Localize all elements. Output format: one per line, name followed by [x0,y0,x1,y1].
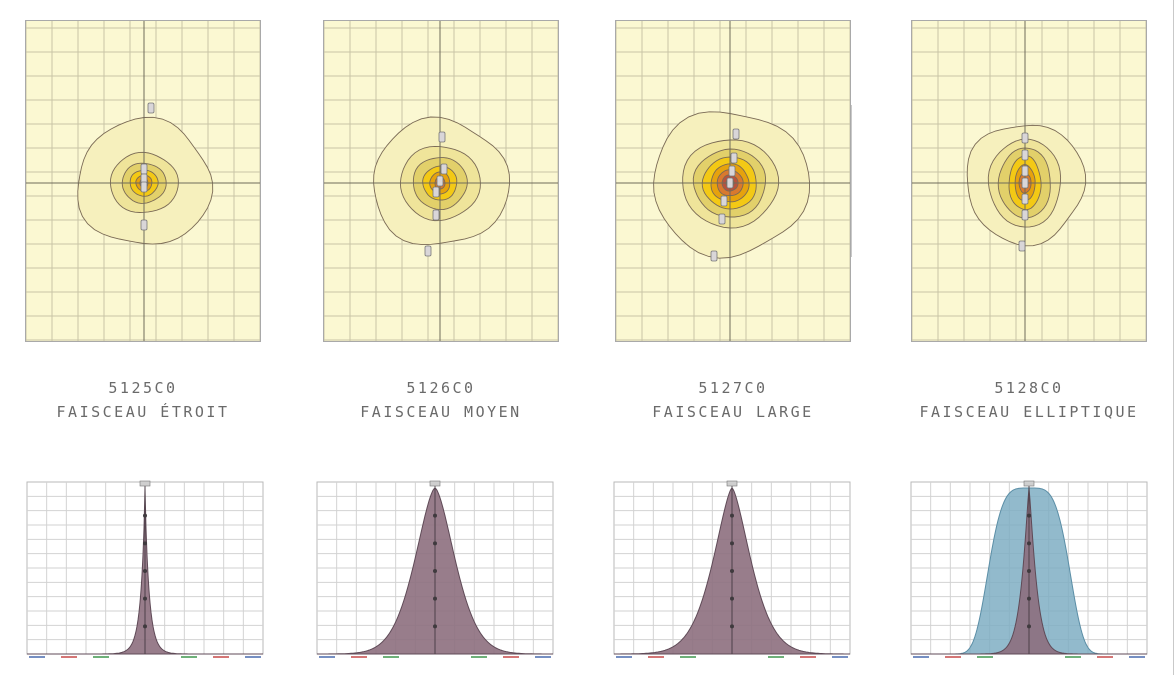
axis-tick-dot [143,569,147,573]
contour-label-marker [726,177,734,189]
isolux-diagram-narrow [25,20,261,342]
product-name: FAISCEAU ÉTROIT [56,403,230,421]
axis-tick-dot [143,596,147,601]
axis-tick-dot [433,513,437,518]
intensity-curve-elliptical [902,478,1156,668]
product-code: 5128C0 [994,379,1064,397]
axis-tick-dot [1027,596,1031,601]
intensity-svg [316,480,554,658]
axis-tick-dot [433,541,437,546]
axis-tick-dot [730,513,734,518]
axis-tick-dot [143,513,147,518]
isolux-svg [616,21,850,341]
product-code: 5127C0 [698,379,768,397]
contour-label-marker [140,181,148,193]
contour-label-marker [732,128,740,140]
contour-label-marker [710,250,718,262]
contour-label-marker [1021,177,1029,189]
product-caption-medium: 5126C0 FAISCEAU MOYEN [323,376,559,424]
contour-label-marker [147,102,155,114]
contour-label-marker [1021,165,1029,177]
divider-line [851,105,852,257]
contour-label-marker [140,163,148,175]
contour-label-marker [1021,193,1029,205]
axis-tick-dot [730,596,734,601]
contour-label-marker [438,131,446,143]
isolux-diagram-medium [323,20,559,342]
contour-label-marker [440,163,448,175]
contour-label-marker [1021,132,1029,144]
axis-tick-dot [433,569,437,573]
isolux-svg [26,21,260,341]
product-name: FAISCEAU LARGE [652,403,814,421]
product-caption-wide: 5127C0 FAISCEAU LARGE [615,376,851,424]
product-name: FAISCEAU MOYEN [360,403,522,421]
contour-label-marker [718,213,726,225]
contour-label-marker [720,195,728,207]
axis-tick-dot [433,596,437,601]
product-name: FAISCEAU ELLIPTIQUE [919,403,1139,421]
contour-label-marker [1018,240,1026,252]
intensity-curve-narrow [18,478,272,668]
axis-tick-dot [433,624,437,629]
product-caption-elliptical: 5128C0 FAISCEAU ELLIPTIQUE [897,376,1161,424]
isolux-svg [912,21,1146,341]
product-code: 5126C0 [406,379,476,397]
axis-tick-dot [143,624,147,629]
contour-label-marker [730,152,738,164]
peak-marker [1023,480,1035,487]
contour-label-marker [436,175,444,187]
intensity-svg [910,480,1148,658]
axis-tick-dot [730,541,734,546]
intensity-svg [26,480,264,658]
contour-label-marker [140,219,148,231]
peak-marker [139,480,151,487]
peak-marker [726,480,738,487]
axis-tick-dot [730,624,734,629]
contour-label-marker [432,209,440,221]
isolux-diagram-wide [615,20,851,342]
right-border [1173,0,1174,675]
product-caption-narrow: 5125C0 FAISCEAU ÉTROIT [25,376,261,424]
peak-marker [429,480,441,487]
isolux-diagram-elliptical [911,20,1147,342]
intensity-svg [613,480,851,658]
contour-label-marker [728,165,736,177]
axis-tick-dot [1027,624,1031,629]
isolux-svg [324,21,558,341]
axis-tick-dot [730,569,734,573]
contour-label-marker [1021,149,1029,161]
axis-tick-dot [143,541,147,546]
axis-tick-dot [1027,569,1031,573]
contour-label-marker [1021,209,1029,221]
axis-tick-dot [1027,541,1031,546]
contour-label-marker [432,186,440,198]
intensity-curve-wide [605,478,859,668]
contour-label-marker [424,245,432,257]
intensity-curve-medium [308,478,562,668]
product-code: 5125C0 [108,379,178,397]
axis-tick-dot [1027,513,1031,518]
